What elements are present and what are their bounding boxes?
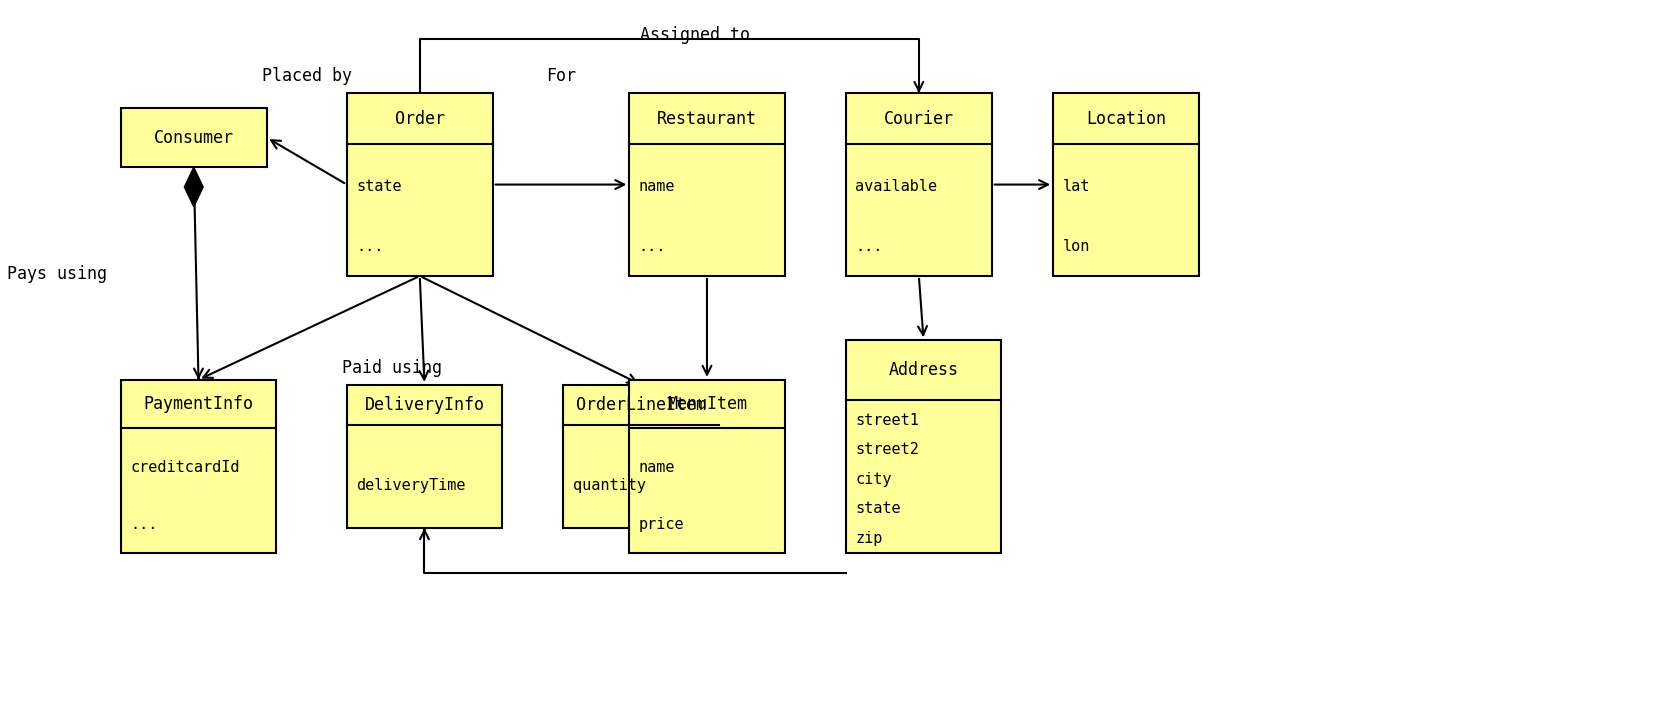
Text: ...: ... xyxy=(356,238,383,253)
Polygon shape xyxy=(184,167,204,207)
Bar xyxy=(1052,93,1198,276)
Text: city: city xyxy=(855,472,891,487)
Text: Assigned to: Assigned to xyxy=(640,26,749,44)
Bar xyxy=(563,384,719,528)
Text: Consumer: Consumer xyxy=(154,129,234,147)
Bar xyxy=(845,93,991,276)
Text: MenuItem: MenuItem xyxy=(666,395,747,413)
Bar xyxy=(630,93,784,276)
Text: name: name xyxy=(638,460,674,475)
Text: quantity: quantity xyxy=(572,477,646,492)
Bar xyxy=(121,108,267,167)
Text: PaymentInfo: PaymentInfo xyxy=(144,395,254,413)
Text: zip: zip xyxy=(855,531,882,546)
Text: For: For xyxy=(545,67,575,85)
Bar xyxy=(630,379,784,553)
Text: ...: ... xyxy=(855,238,882,253)
Bar xyxy=(346,93,492,276)
Text: state: state xyxy=(855,501,900,516)
Text: Address: Address xyxy=(888,361,958,379)
Text: Paid using: Paid using xyxy=(341,359,442,377)
Text: price: price xyxy=(638,517,684,532)
Text: OrderLineItem: OrderLineItem xyxy=(575,396,706,414)
Text: lat: lat xyxy=(1062,179,1089,194)
Text: lon: lon xyxy=(1062,238,1089,253)
Text: name: name xyxy=(638,179,674,194)
Text: Restaurant: Restaurant xyxy=(656,109,757,127)
Text: street2: street2 xyxy=(855,442,918,457)
Text: Courier: Courier xyxy=(883,109,953,127)
Text: DeliveryInfo: DeliveryInfo xyxy=(365,396,484,414)
Text: state: state xyxy=(356,179,401,194)
Text: ...: ... xyxy=(638,238,666,253)
Text: Location: Location xyxy=(1085,109,1165,127)
Text: deliveryTime: deliveryTime xyxy=(356,477,466,492)
Text: Placed by: Placed by xyxy=(262,67,351,85)
Bar xyxy=(346,384,502,528)
Text: creditcardId: creditcardId xyxy=(131,460,240,475)
Text: street1: street1 xyxy=(855,413,918,428)
Bar xyxy=(121,379,277,553)
Text: Order: Order xyxy=(394,109,444,127)
Text: available: available xyxy=(855,179,936,194)
Text: Pays using: Pays using xyxy=(7,264,106,282)
Text: ...: ... xyxy=(131,517,157,532)
Bar xyxy=(845,341,1001,553)
